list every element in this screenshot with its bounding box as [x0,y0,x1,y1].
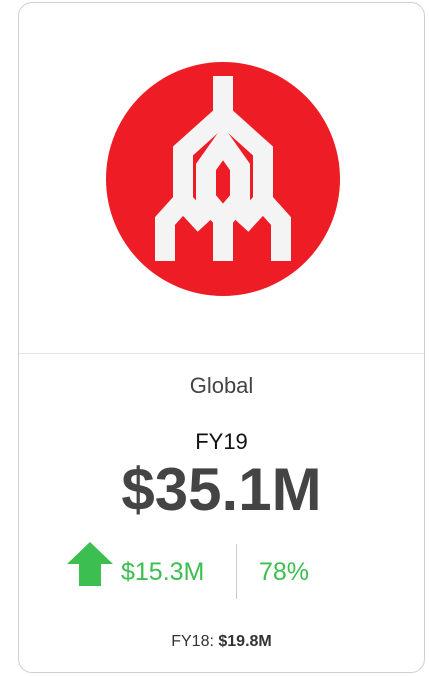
separator [236,544,237,599]
divider [19,353,424,354]
prior-label: FY18: [171,633,214,650]
logo [106,62,340,296]
change: $15.3M [121,558,205,586]
prior-year: FY18: $19.8M [19,633,424,651]
logo-mark [155,76,291,261]
fiscal-year: FY19 [195,429,248,454]
change-percent: 78% [259,558,310,586]
up-arrow [67,542,113,586]
prior-value: $19.8M [218,633,272,650]
kpi-card: Global FY19 $35.1M $15.3M 78% FY18: $19.… [18,2,425,673]
value: $35.1M [121,456,322,523]
region: Global [189,373,254,398]
